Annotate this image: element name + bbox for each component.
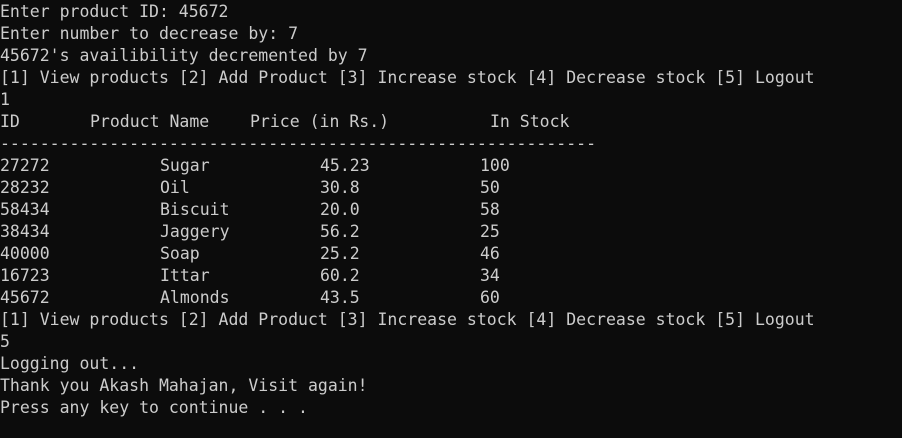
row-id: 38434: [0, 222, 50, 241]
header-id: ID: [0, 112, 20, 131]
status-message: 45672's availibility decremented by 7: [0, 46, 368, 65]
table-row: 40000 Soap 25.2 46: [0, 243, 902, 265]
table-separator: ----------------------------------------…: [0, 134, 597, 153]
table-row: 28232 Oil 30.8 50: [0, 177, 902, 199]
row-stock: 25: [480, 222, 500, 241]
row-price: 45.23: [320, 156, 370, 175]
row-id: 58434: [0, 200, 50, 219]
row-name: Soap: [160, 244, 200, 263]
row-id: 16723: [0, 266, 50, 285]
row-stock: 34: [480, 266, 500, 285]
row-stock: 58: [480, 200, 500, 219]
table-row: 38434 Jaggery 56.2 25: [0, 221, 902, 243]
user-input: 5: [0, 332, 10, 351]
prompt-product-id: Enter product ID: 45672: [0, 2, 229, 21]
table-header: ID Product Name Price (in Rs.) In Stock: [0, 111, 902, 133]
row-name: Sugar: [160, 156, 210, 175]
continue-prompt: Press any key to continue . . .: [0, 398, 308, 417]
row-name: Jaggery: [160, 222, 230, 241]
row-price: 43.5: [320, 288, 360, 307]
table-row: 58434 Biscuit 20.0 58: [0, 199, 902, 221]
logout-message: Logging out...: [0, 354, 140, 373]
row-id: 40000: [0, 244, 50, 263]
row-name: Ittar: [160, 266, 210, 285]
header-in-stock: In Stock: [490, 112, 570, 131]
table-row: 16723 Ittar 60.2 34: [0, 265, 902, 287]
row-id: 27272: [0, 156, 50, 175]
row-stock: 60: [480, 288, 500, 307]
user-input: 1: [0, 90, 10, 109]
table-row: 27272 Sugar 45.23 100: [0, 155, 902, 177]
prompt-decrease-amount: Enter number to decrease by: 7: [0, 24, 299, 43]
row-price: 20.0: [320, 200, 360, 219]
row-price: 60.2: [320, 266, 360, 285]
row-id: 45672: [0, 288, 50, 307]
menu-options: [1] View products [2] Add Product [3] In…: [0, 310, 815, 329]
farewell-message: Thank you Akash Mahajan, Visit again!: [0, 376, 368, 395]
header-product-name: Product Name: [90, 112, 210, 131]
row-price: 30.8: [320, 178, 360, 197]
menu-options: [1] View products [2] Add Product [3] In…: [0, 68, 815, 87]
row-stock: 50: [480, 178, 500, 197]
row-price: 56.2: [320, 222, 360, 241]
table-row: 45672 Almonds 43.5 60: [0, 287, 902, 309]
row-price: 25.2: [320, 244, 360, 263]
row-id: 28232: [0, 178, 50, 197]
row-stock: 100: [480, 156, 510, 175]
row-stock: 46: [480, 244, 500, 263]
header-price: Price (in Rs.): [250, 112, 390, 131]
row-name: Oil: [160, 178, 190, 197]
row-name: Biscuit: [160, 200, 230, 219]
row-name: Almonds: [160, 288, 230, 307]
